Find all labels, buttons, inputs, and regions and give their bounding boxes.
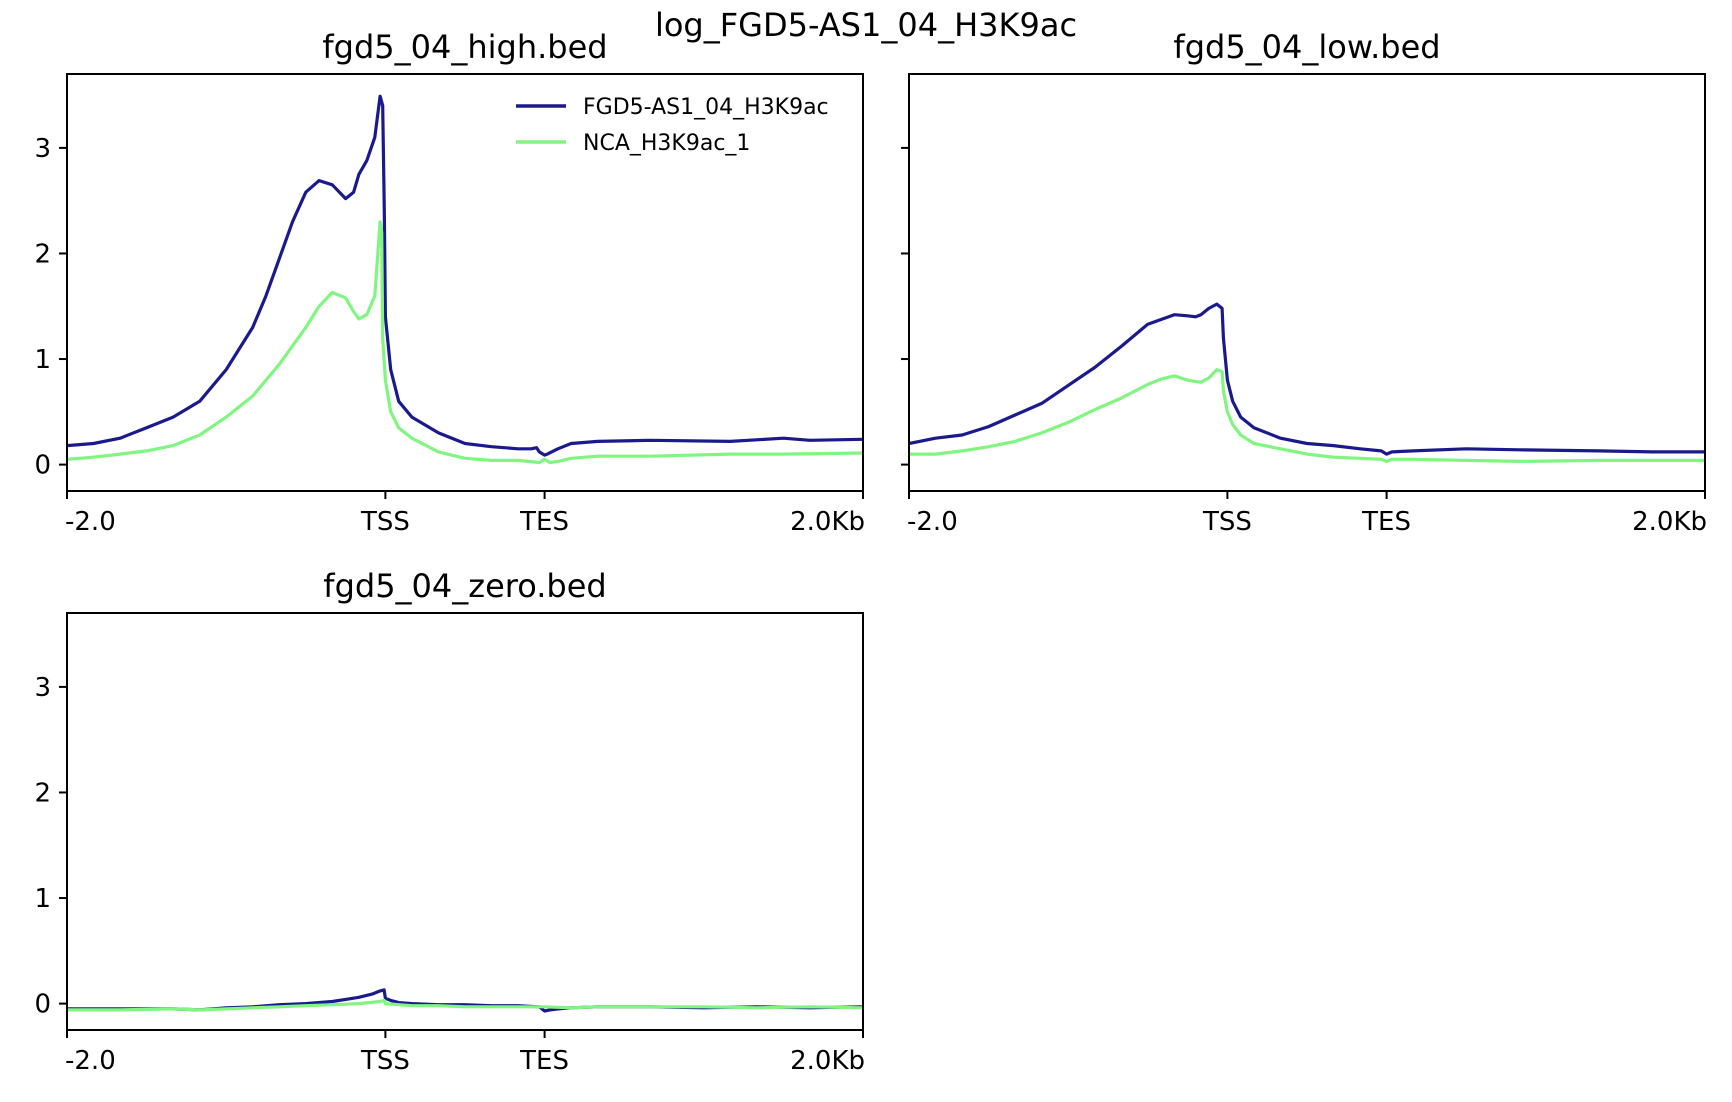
y-tick-label: 3 xyxy=(34,134,51,164)
series-line-fgd5-as1-04-h3k9ac xyxy=(67,94,863,457)
legend-label: NCA_H3K9ac_1 xyxy=(583,131,750,156)
x-tick-label: 2.0Kb xyxy=(1632,507,1707,537)
y-tick-label: 1 xyxy=(34,345,51,375)
legend-label: FGD5-AS1_04_H3K9ac xyxy=(583,95,829,120)
x-tick-label: TES xyxy=(519,1046,569,1076)
legend: FGD5-AS1_04_H3K9ac NCA_H3K9ac_1 xyxy=(516,95,829,156)
y-tick-label: 2 xyxy=(34,239,51,269)
y-tick-label: 2 xyxy=(34,778,51,808)
panel-fgd5-04-low-bed: fgd5_04_low.bed -2.0 TSS TES 2.0Kb xyxy=(901,28,1707,537)
x-tick-label: TSS xyxy=(360,1046,410,1076)
x-tick-label: -2.0 xyxy=(65,507,116,537)
series-line-nca-h3k9ac-1 xyxy=(67,220,863,465)
figure-title: log_FGD5-AS1_04_H3K9ac xyxy=(655,6,1077,44)
plot-frame xyxy=(66,73,864,492)
panel-title: fgd5_04_low.bed xyxy=(1173,28,1440,66)
x-tick-label: TSS xyxy=(360,507,410,537)
y-tick-label: 0 xyxy=(34,451,51,481)
y-tick-label: 0 xyxy=(34,990,51,1020)
series-line-nca-h3k9ac-1 xyxy=(909,368,1705,463)
x-tick-label: 2.0Kb xyxy=(790,507,865,537)
x-tick-label: -2.0 xyxy=(907,507,958,537)
x-tick-label: TSS xyxy=(1202,507,1252,537)
panel-fgd5-04-zero-bed: fgd5_04_zero.bed 0 1 2 3 -2.0 TSS TES 2.0Kb xyxy=(34,567,865,1076)
y-tick-label: 3 xyxy=(34,673,51,703)
x-tick-label: TES xyxy=(519,507,569,537)
x-tick-label: -2.0 xyxy=(65,1046,116,1076)
panel-title: fgd5_04_zero.bed xyxy=(323,567,606,605)
x-tick-label: 2.0Kb xyxy=(790,1046,865,1076)
plot-frame xyxy=(66,612,864,1031)
panel-title: fgd5_04_high.bed xyxy=(322,28,607,66)
series-line-nca-h3k9ac-1 xyxy=(67,998,863,1012)
panel-fgd5-04-high-bed: fgd5_04_high.bed 0 1 2 3 -2.0 TSS TES 2.0Kb xyxy=(34,28,865,537)
y-tick-label: 1 xyxy=(34,884,51,914)
x-tick-label: TES xyxy=(1361,507,1411,537)
plot-frame xyxy=(908,73,1706,492)
series-line-fgd5-as1-04-h3k9ac xyxy=(909,302,1705,456)
